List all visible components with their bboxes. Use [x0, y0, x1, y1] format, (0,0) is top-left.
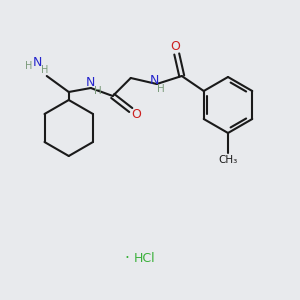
Text: O: O [131, 107, 141, 121]
Text: ·: · [124, 250, 129, 266]
Text: H: H [25, 61, 32, 71]
Text: H: H [157, 84, 165, 94]
Text: N: N [86, 76, 95, 88]
Text: O: O [170, 40, 180, 53]
Text: N: N [150, 74, 159, 86]
Text: H: H [41, 65, 48, 75]
Text: N: N [33, 56, 42, 70]
Text: HCl: HCl [134, 251, 156, 265]
Text: H: H [94, 86, 102, 96]
Text: CH₃: CH₃ [218, 155, 238, 165]
